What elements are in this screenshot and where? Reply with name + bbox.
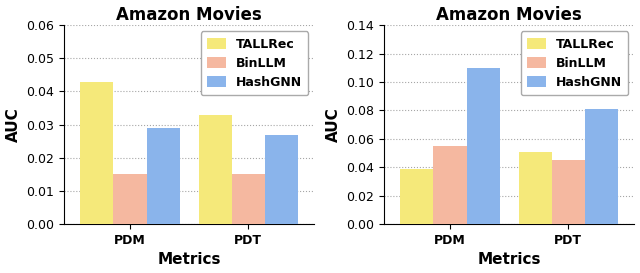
Bar [433, 146, 467, 224]
Bar [198, 115, 232, 224]
Bar [552, 160, 585, 224]
Legend: TALLRec, BinLLM, HashGNN: TALLRec, BinLLM, HashGNN [521, 31, 628, 95]
Bar [113, 174, 147, 224]
Bar [265, 135, 298, 224]
Bar [81, 82, 113, 224]
Bar [518, 152, 552, 224]
X-axis label: Metrics: Metrics [157, 253, 221, 268]
Legend: TALLRec, BinLLM, HashGNN: TALLRec, BinLLM, HashGNN [201, 31, 308, 95]
Title: Amazon Movies: Amazon Movies [436, 5, 582, 23]
Y-axis label: AUC: AUC [326, 107, 340, 142]
Title: Amazon Movies: Amazon Movies [116, 5, 262, 23]
X-axis label: Metrics: Metrics [477, 253, 541, 268]
Bar [585, 109, 618, 224]
Bar [467, 68, 500, 224]
Bar [232, 174, 265, 224]
Y-axis label: AUC: AUC [6, 107, 20, 142]
Bar [147, 128, 180, 224]
Bar [401, 169, 433, 224]
